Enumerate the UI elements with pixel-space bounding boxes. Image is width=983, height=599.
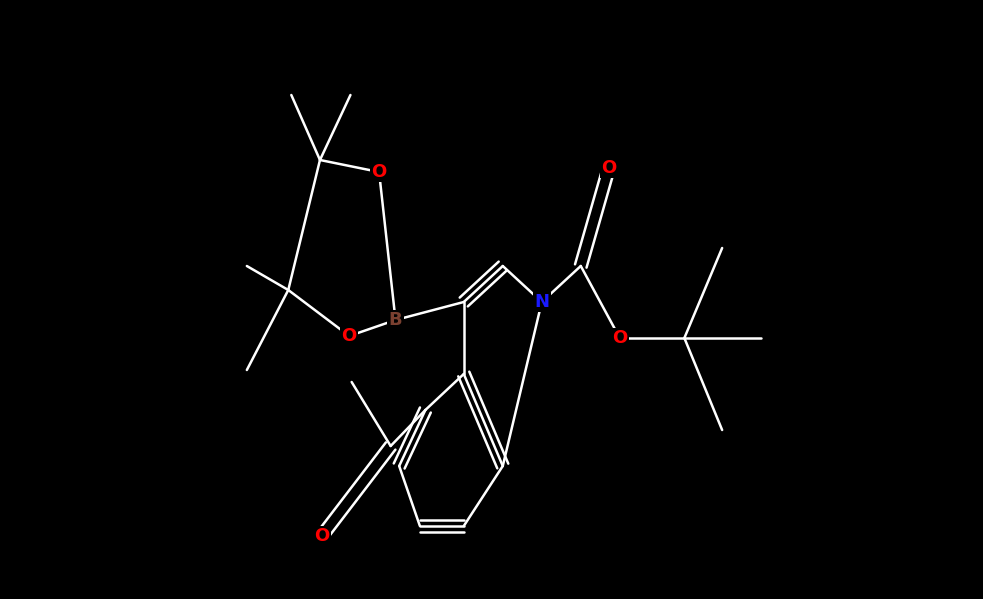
Text: O: O (315, 527, 329, 545)
Text: O: O (341, 327, 357, 345)
Text: O: O (602, 159, 616, 177)
Text: O: O (612, 329, 627, 347)
Text: N: N (535, 293, 549, 311)
Text: B: B (388, 311, 402, 329)
Text: O: O (372, 163, 386, 181)
